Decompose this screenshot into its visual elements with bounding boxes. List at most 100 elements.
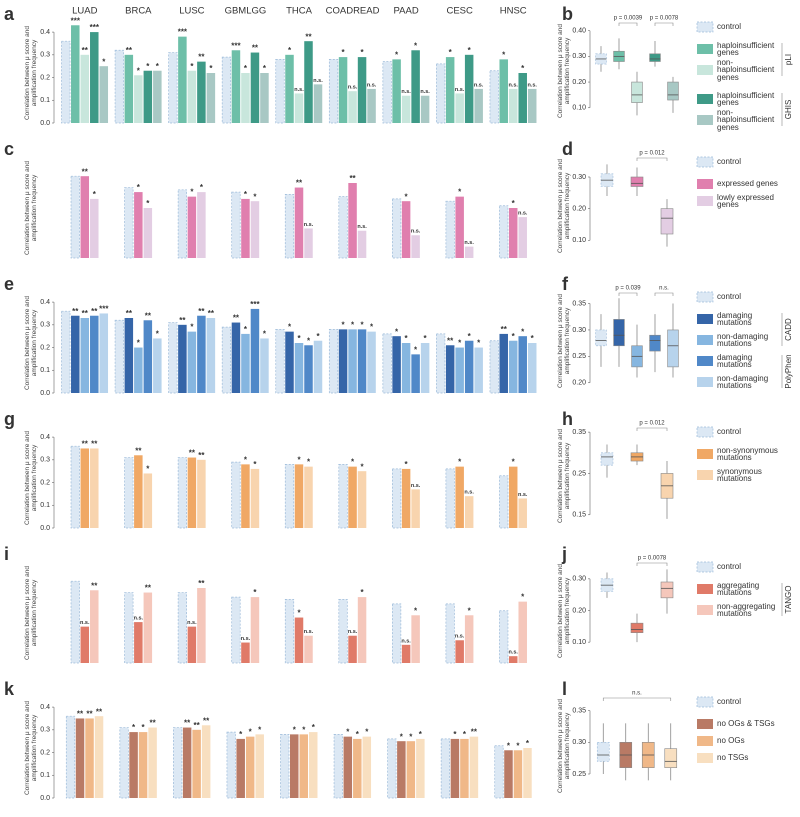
bar [411,50,420,123]
bar [280,734,290,799]
bar [182,727,192,798]
y-tick-label: 0.25 [572,470,586,477]
bar [294,464,304,528]
legend-swatch [697,377,713,387]
significance-label: ** [145,311,152,320]
legend-label: control [717,22,742,31]
bar [275,329,285,394]
significance-label: ** [149,719,156,728]
y-tick-label: 0.30 [572,53,586,60]
significance-label: n.s. [401,638,411,644]
bar [299,734,308,798]
significance-label: * [244,64,248,73]
y-tick-label: 0.4 [40,299,50,306]
significance-label: * [258,725,262,734]
y-tick-label: 0.30 [572,739,586,746]
significance-label: ** [126,309,133,318]
bar [294,93,304,123]
bar [343,736,353,798]
significance-label: n.s. [348,85,358,91]
bar [338,464,348,529]
significance-label: * [253,460,257,469]
box [600,452,614,466]
legend-label: non-haploinsufficient genes [717,57,775,82]
significance-label: * [468,606,472,615]
significance-label: ** [208,309,215,318]
category-label: GBMLGG [225,6,267,17]
legend-swatch [697,65,713,75]
significance-label: ** [349,174,356,183]
bar [75,718,85,798]
y-tick-label: 0.1 [40,502,50,509]
significance-label: * [468,332,472,341]
bar [80,54,90,124]
bar [90,448,99,528]
group-label: pLI [784,54,793,65]
bar [357,471,367,528]
significance-label: * [458,339,462,348]
y-tick-label: 0.25 [572,353,586,360]
bar [401,468,411,528]
significance-label: *** [178,28,188,37]
bar [134,192,143,258]
bar [464,54,474,124]
bar [192,729,201,798]
bar [71,25,80,123]
bar [401,201,411,258]
bar [523,748,532,798]
significance-label: * [516,741,520,750]
bar [304,635,313,663]
y-tick-label: 0.15 [572,512,586,519]
significance-label: *** [71,16,81,25]
bar [420,95,430,123]
significance-label: * [512,332,516,341]
bar [445,603,455,664]
bar [518,601,527,663]
bar [114,319,124,394]
y-tick-label: 0.1 [40,97,50,104]
box [660,208,674,235]
significance-label: * [405,460,409,469]
bar [221,56,232,124]
bar [290,734,299,798]
bar [382,61,392,124]
legend-label: non-haploinsufficient genes [717,107,775,132]
significance-label: * [463,730,467,739]
legend-swatch [696,21,714,33]
significance-label: * [419,730,423,739]
bar [245,736,255,798]
significance-label: ** [194,721,201,730]
y-tick-label: 0.1 [40,367,50,374]
significance-label: * [449,48,453,57]
legend-swatch [697,94,713,104]
bar [143,208,153,258]
significance-label: ** [72,307,79,316]
bar [508,208,518,258]
panel-label: a [4,4,15,24]
bar [499,59,508,123]
group-label: PolyPhen [784,354,793,388]
significance-label: n.s. [357,224,367,230]
bar [187,626,197,663]
significance-label: n.s. [518,492,528,498]
bar [275,59,285,124]
bar [460,738,469,798]
significance-label: ** [126,46,133,55]
significance-label: * [253,588,257,597]
significance-label: * [351,320,355,329]
bar [134,75,143,123]
significance-label: * [477,339,481,348]
bar [94,716,104,798]
bar [226,731,236,799]
bar [80,448,90,528]
annotation: p = 0.0078 [638,556,667,562]
bar [143,320,153,393]
bar [178,36,187,123]
legend-label: control [717,157,742,166]
significance-label: n.s. [294,87,304,93]
bracket [654,292,674,296]
bar [518,498,527,528]
group-label: TANGO [784,586,793,614]
bar [338,329,348,393]
significance-label: * [156,330,160,339]
